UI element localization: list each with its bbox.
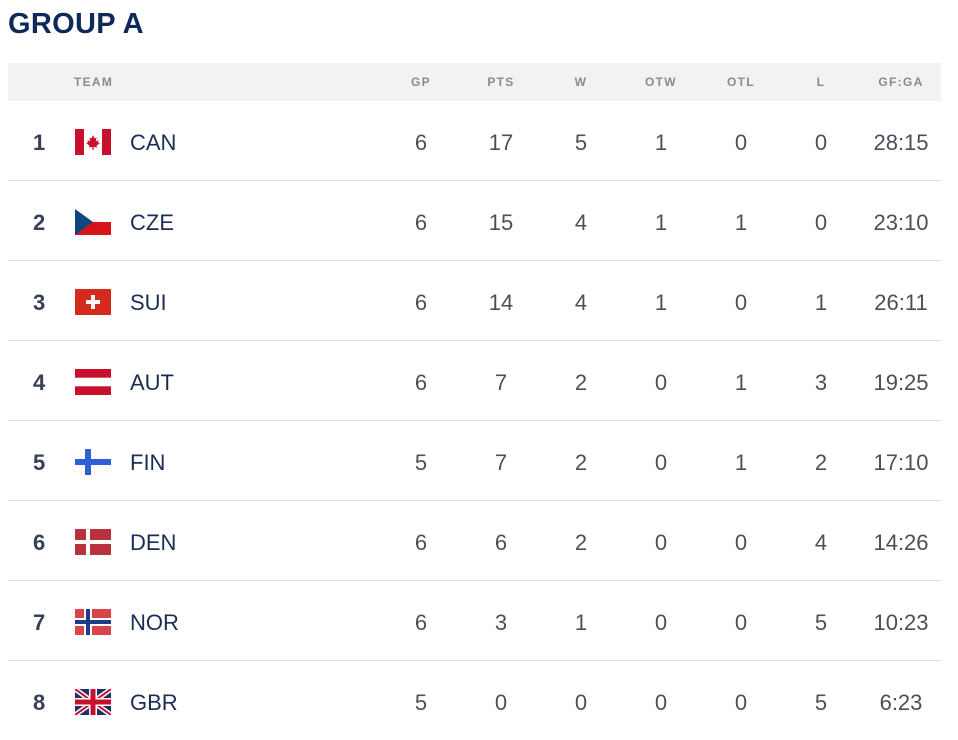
finland-flag-icon bbox=[75, 449, 111, 475]
table-row[interactable]: 2 CZE 6 15 4 1 1 0 23:10 bbox=[8, 181, 941, 261]
l-value: 5 bbox=[814, 610, 828, 635]
table-row[interactable]: 6 DEN 6 6 2 0 0 4 14:26 bbox=[8, 501, 941, 581]
pts-value: 6 bbox=[494, 530, 508, 555]
w-value: 2 bbox=[574, 370, 588, 395]
otl-value: 1 bbox=[734, 370, 748, 395]
gp-value: 6 bbox=[414, 370, 428, 395]
w-value: 2 bbox=[574, 450, 588, 475]
rank: 7 bbox=[33, 610, 46, 635]
w-value: 2 bbox=[574, 530, 588, 555]
austria-flag-icon bbox=[75, 369, 111, 395]
col-header-pts[interactable]: PTS bbox=[487, 75, 515, 89]
otw-value: 1 bbox=[654, 130, 668, 155]
table-row[interactable]: 8 GBR 5 0 0 0 0 5 6:23 bbox=[8, 661, 941, 740]
w-value: 0 bbox=[574, 690, 588, 715]
otl-value: 0 bbox=[734, 530, 748, 555]
pts-value: 14 bbox=[488, 290, 514, 315]
gfga-value: 23:10 bbox=[873, 210, 929, 235]
gfga-value: 19:25 bbox=[873, 370, 929, 395]
table-row[interactable]: 5 FIN 5 7 2 0 1 2 17:10 bbox=[8, 421, 941, 501]
w-value: 4 bbox=[574, 210, 588, 235]
standings-table: TEAM GP PTS W OTW OTL L GF:GA 1 CAN 6 17… bbox=[8, 63, 941, 740]
rank: 8 bbox=[33, 690, 46, 715]
team-name[interactable]: DEN bbox=[130, 530, 177, 555]
table-header: TEAM GP PTS W OTW OTL L GF:GA bbox=[8, 63, 941, 101]
col-header-l[interactable]: L bbox=[816, 75, 826, 89]
gfga-value: 14:26 bbox=[873, 530, 929, 555]
rank: 2 bbox=[33, 210, 46, 235]
l-value: 4 bbox=[814, 530, 828, 555]
pts-value: 15 bbox=[488, 210, 514, 235]
l-value: 0 bbox=[814, 130, 828, 155]
otl-value: 0 bbox=[734, 290, 748, 315]
l-value: 2 bbox=[814, 450, 828, 475]
w-value: 4 bbox=[574, 290, 588, 315]
l-value: 0 bbox=[814, 210, 828, 235]
rank: 6 bbox=[33, 530, 46, 555]
col-header-gfga[interactable]: GF:GA bbox=[878, 75, 924, 89]
team-name[interactable]: CAN bbox=[130, 130, 177, 155]
team-name[interactable]: SUI bbox=[130, 290, 167, 315]
table-row[interactable]: 1 CAN 6 17 5 1 0 0 28:15 bbox=[8, 101, 941, 181]
gp-value: 6 bbox=[414, 530, 428, 555]
pts-value: 3 bbox=[494, 610, 508, 635]
gp-value: 6 bbox=[414, 610, 428, 635]
col-header-w[interactable]: W bbox=[574, 75, 588, 89]
otw-value: 1 bbox=[654, 290, 668, 315]
col-header-otl[interactable]: OTL bbox=[727, 75, 755, 89]
gfga-value: 17:10 bbox=[873, 450, 929, 475]
l-value: 1 bbox=[814, 290, 828, 315]
gp-value: 6 bbox=[414, 130, 428, 155]
team-name[interactable]: GBR bbox=[130, 690, 178, 715]
col-header-gp[interactable]: GP bbox=[411, 75, 431, 89]
otl-value: 0 bbox=[734, 690, 748, 715]
rank: 4 bbox=[33, 370, 46, 395]
otl-value: 0 bbox=[734, 610, 748, 635]
gfga-value: 10:23 bbox=[873, 610, 929, 635]
otl-value: 1 bbox=[734, 210, 748, 235]
w-value: 5 bbox=[574, 130, 588, 155]
pts-value: 0 bbox=[494, 690, 508, 715]
gfga-value: 28:15 bbox=[873, 130, 929, 155]
group-title: GROUP A bbox=[8, 8, 144, 40]
l-value: 5 bbox=[814, 690, 828, 715]
table-row[interactable]: 3 SUI 6 14 4 1 0 1 26:11 bbox=[8, 261, 941, 341]
table-row[interactable]: 7 NOR 6 3 1 0 0 5 10:23 bbox=[8, 581, 941, 661]
pts-value: 17 bbox=[488, 130, 514, 155]
col-header-team[interactable]: TEAM bbox=[74, 75, 114, 89]
canada-flag-icon bbox=[75, 129, 111, 155]
rank: 3 bbox=[33, 290, 46, 315]
otw-value: 0 bbox=[654, 370, 668, 395]
gp-value: 6 bbox=[414, 210, 428, 235]
table-row[interactable]: 4 AUT 6 7 2 0 1 3 19:25 bbox=[8, 341, 941, 421]
l-value: 3 bbox=[814, 370, 828, 395]
gp-value: 6 bbox=[414, 290, 428, 315]
otw-value: 0 bbox=[654, 530, 668, 555]
otl-value: 1 bbox=[734, 450, 748, 475]
team-name[interactable]: NOR bbox=[130, 610, 179, 635]
gfga-value: 6:23 bbox=[879, 690, 923, 715]
rank: 1 bbox=[33, 130, 46, 155]
otw-value: 1 bbox=[654, 210, 668, 235]
gp-value: 5 bbox=[414, 450, 428, 475]
team-name[interactable]: AUT bbox=[130, 370, 174, 395]
team-name[interactable]: FIN bbox=[130, 450, 166, 475]
col-header-otw[interactable]: OTW bbox=[645, 75, 677, 89]
pts-value: 7 bbox=[494, 450, 508, 475]
team-name[interactable]: CZE bbox=[130, 210, 174, 235]
otw-value: 0 bbox=[654, 690, 668, 715]
otw-value: 0 bbox=[654, 610, 668, 635]
switzerland-flag-icon bbox=[75, 289, 111, 315]
w-value: 1 bbox=[574, 610, 588, 635]
pts-value: 7 bbox=[494, 370, 508, 395]
czechia-flag-icon bbox=[75, 209, 111, 235]
denmark-flag-icon bbox=[75, 529, 111, 555]
rank: 5 bbox=[33, 450, 46, 475]
norway-flag-icon bbox=[75, 609, 111, 635]
gfga-value: 26:11 bbox=[874, 290, 928, 315]
great-britain-flag-icon bbox=[75, 689, 111, 715]
otw-value: 0 bbox=[654, 450, 668, 475]
otl-value: 0 bbox=[734, 130, 748, 155]
gp-value: 5 bbox=[414, 690, 428, 715]
